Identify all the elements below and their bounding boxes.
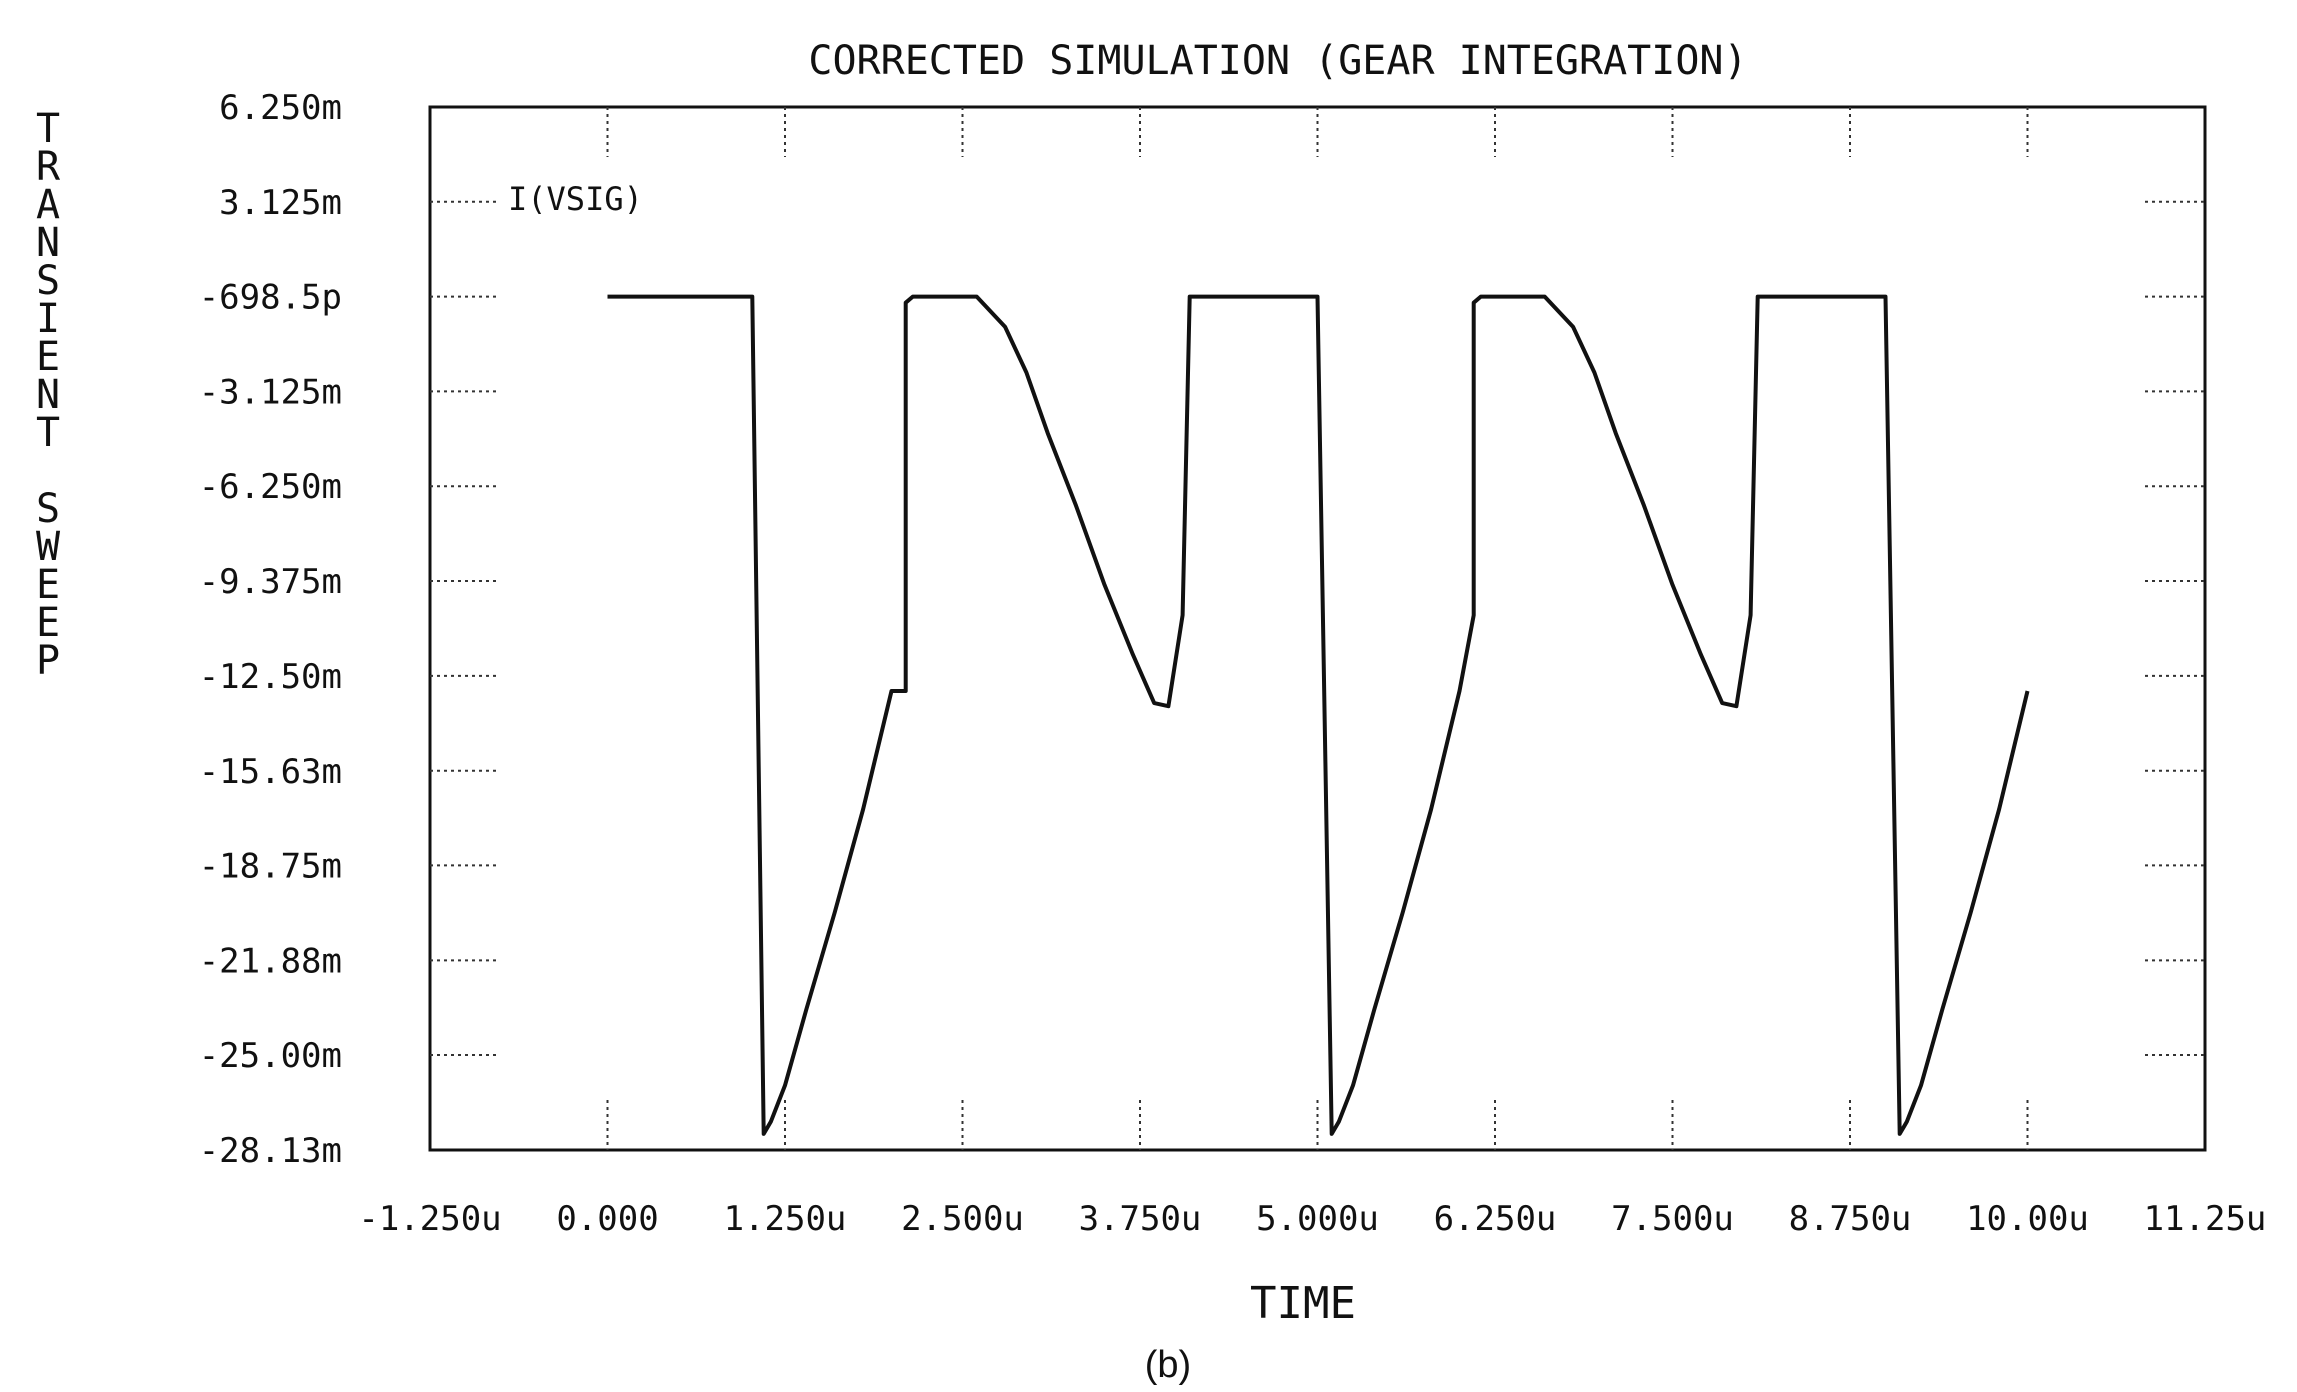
y-tick-label: -21.88m [199,941,342,981]
tick-marks [430,107,2205,1150]
y-tick-label: -12.50m [199,657,342,697]
y-axis-label-char: E [36,600,60,646]
x-tick-label: 1.250u [724,1199,847,1239]
x-axis-label: TIME [1250,1278,1356,1329]
x-tick-label: 7.500u [1611,1199,1734,1239]
y-tick-label: -15.63m [199,752,342,792]
y-axis-label-char: A [36,182,60,228]
chart-title: CORRECTED SIMULATION (GEAR INTEGRATION) [808,38,1747,84]
y-axis-label-char: E [36,562,60,608]
x-tick-label: 11.25u [2144,1199,2267,1239]
y-tick-labels: 6.250m 3.125m -698.5p -3.125m -6.250m -9.375m… [199,88,342,1171]
y-axis-label-char: W [36,524,61,570]
y-axis-label-char: P [36,638,60,684]
y-tick-label: -18.75m [199,846,342,886]
x-tick-labels: -1.250u 0.000 1.250u 2.500u 3.750u 5.000u 6.25… [358,1199,2266,1239]
y-axis-label-char: N [36,372,60,418]
y-axis-label-char: I [36,296,60,342]
x-tick-label: -1.250u [358,1199,501,1239]
x-tick-label: 10.00u [1966,1199,2089,1239]
x-tick-label: 8.750u [1789,1199,1912,1239]
figure-caption: (b) [1145,1344,1191,1386]
x-tick-label: 6.250u [1434,1199,1557,1239]
x-tick-label: 3.750u [1079,1199,1202,1239]
y-axis-label-char: R [36,144,61,190]
y-tick-label: -25.00m [199,1036,342,1076]
y-axis-label-char: T [36,106,60,152]
y-tick-label: -28.13m [199,1131,342,1171]
y-axis-label-char: S [36,486,60,532]
y-tick-label: -3.125m [199,372,342,412]
y-tick-label: -698.5p [199,278,342,318]
y-axis-label-char: E [36,334,60,380]
x-tick-label: 0.000 [556,1199,658,1239]
y-axis-label-char: N [36,220,60,266]
y-axis-label-char: T [36,410,60,456]
x-tick-label: 5.000u [1256,1199,1379,1239]
plot-frame [428,105,2207,1152]
y-axis-label-char: S [36,258,60,304]
y-tick-label: 3.125m [219,183,342,223]
series-line-i-vsig [607,294,2030,1136]
y-tick-label: 6.250m [219,88,342,128]
y-tick-label: -6.250m [199,467,342,507]
y-tick-label: -9.375m [199,562,342,602]
x-tick-label: 2.500u [901,1199,1024,1239]
series-label: I(VSIG) [508,180,643,218]
